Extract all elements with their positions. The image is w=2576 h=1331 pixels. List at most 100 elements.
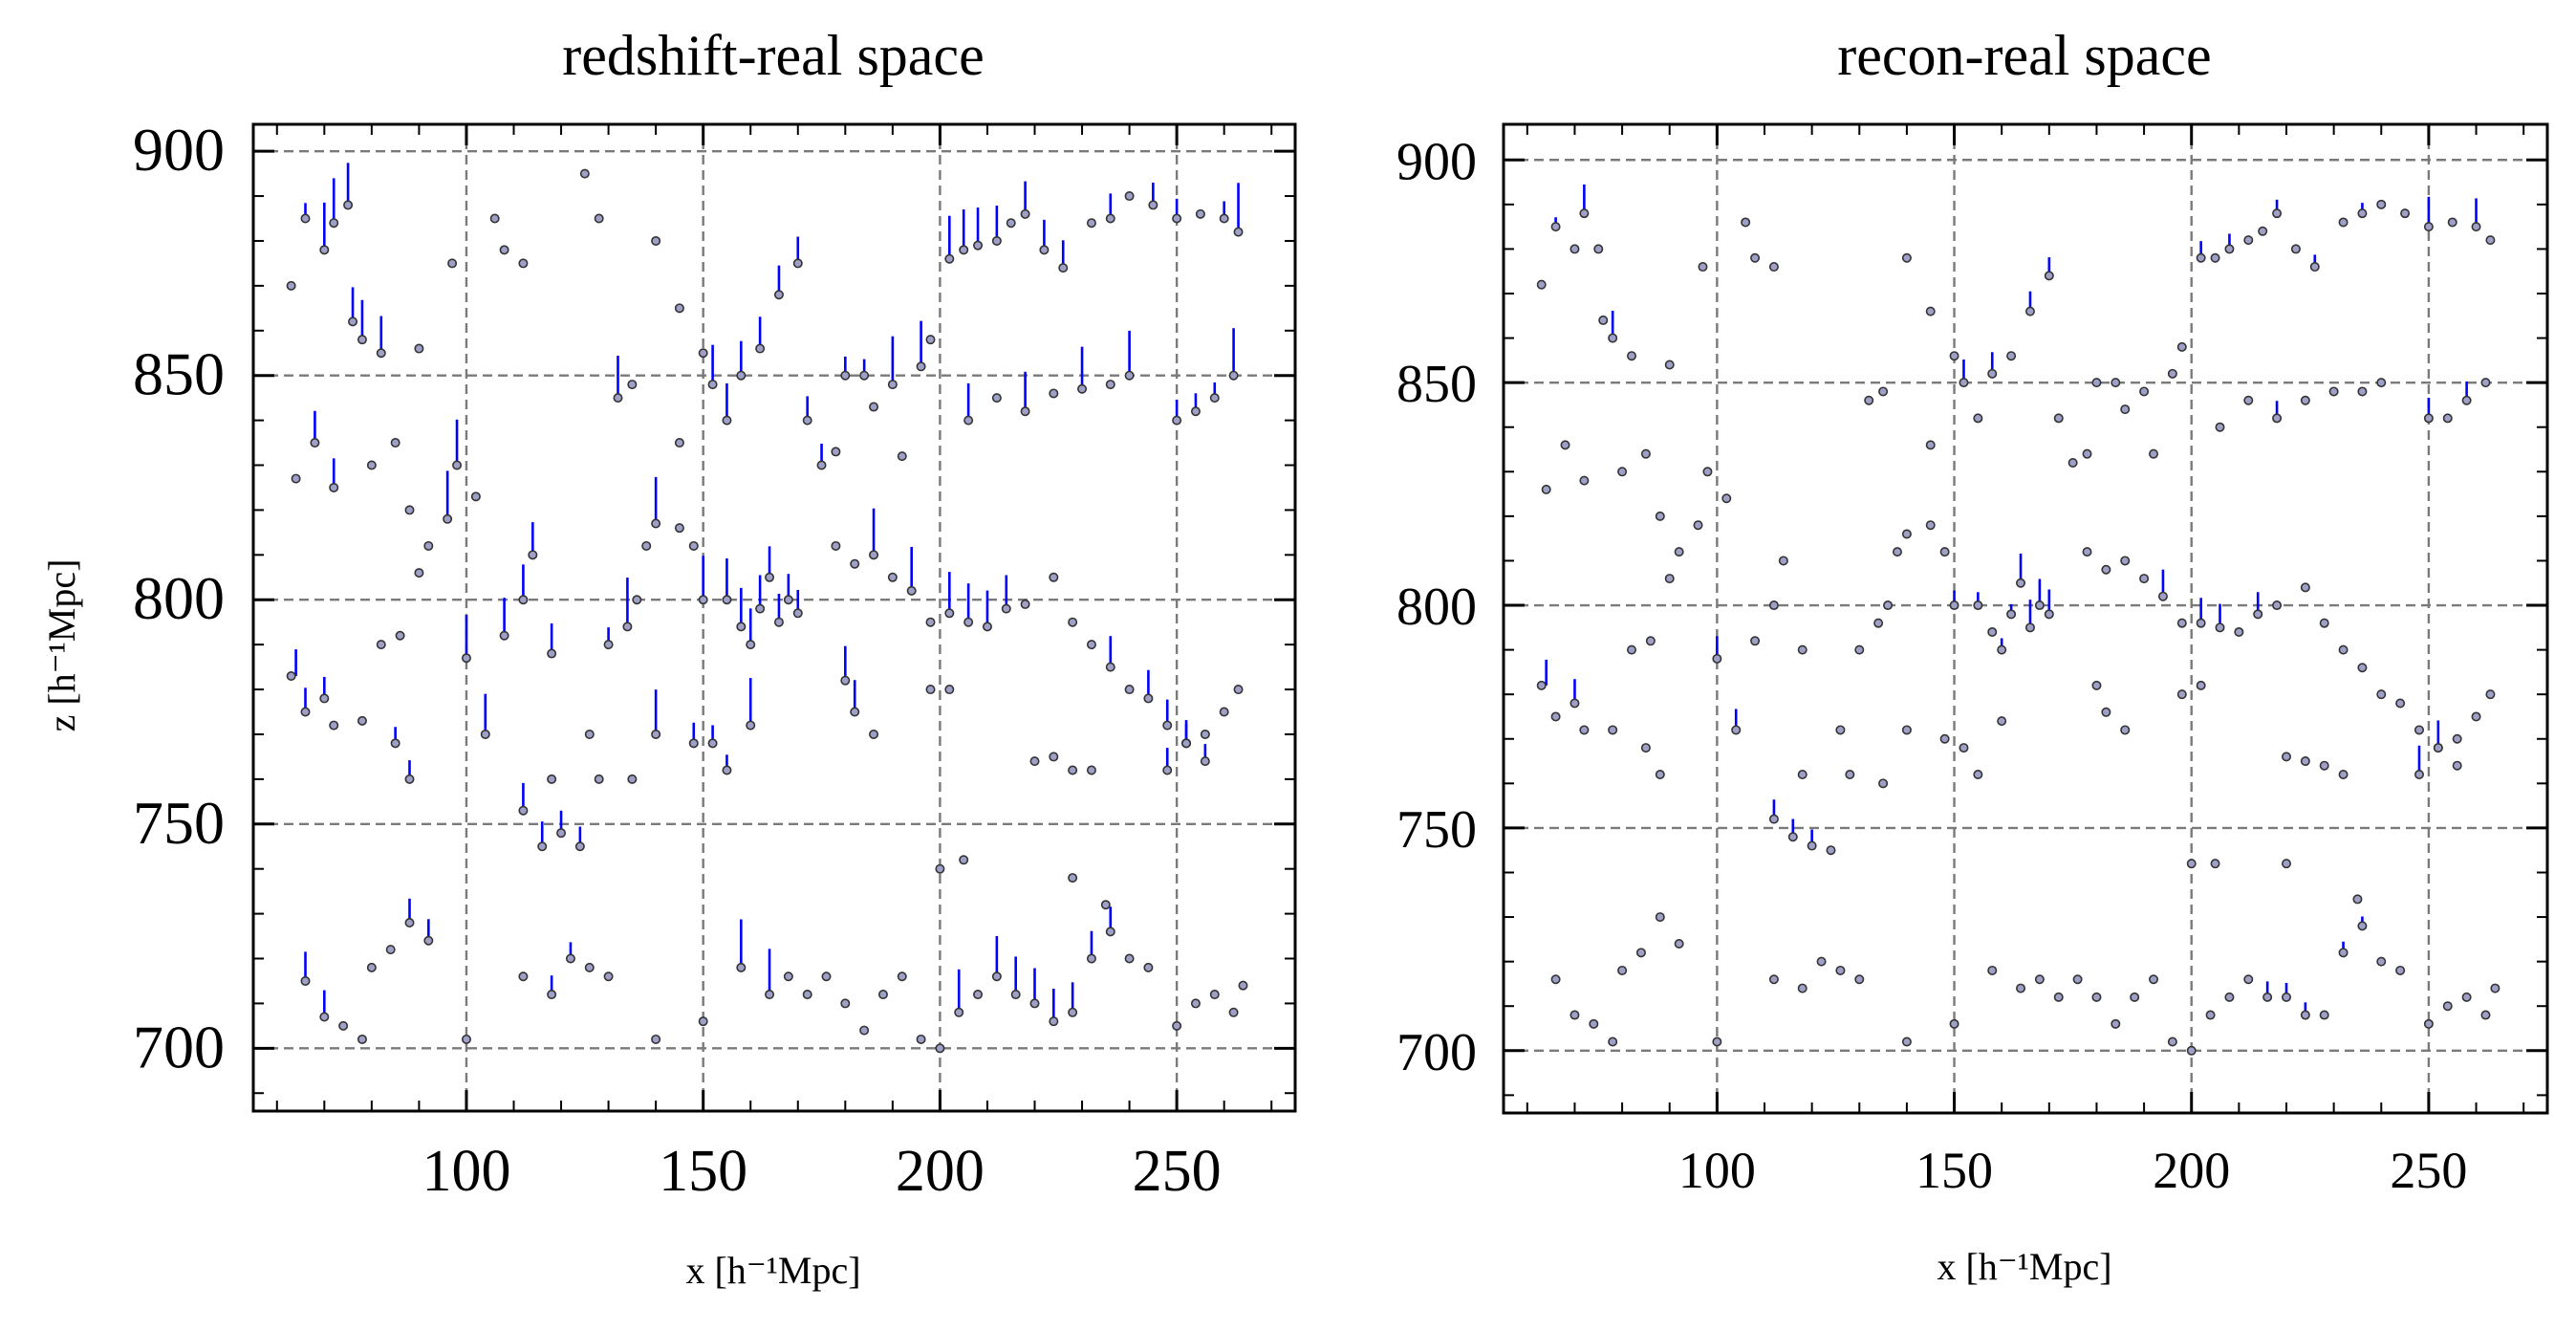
galaxy-point	[1049, 752, 1059, 762]
galaxy-point	[329, 720, 339, 731]
galaxy-point	[2082, 448, 2092, 459]
galaxy-point	[973, 240, 984, 251]
galaxy-point	[2044, 271, 2054, 281]
galaxy-point	[1029, 756, 1040, 767]
galaxy-point	[925, 685, 936, 695]
galaxy-point	[518, 805, 529, 816]
galaxy-point	[1049, 388, 1059, 399]
galaxy-point	[376, 348, 386, 359]
galaxy-point	[1049, 572, 1059, 582]
galaxy-point	[1593, 244, 1604, 254]
galaxy-point	[1608, 333, 1618, 343]
galaxy-point	[300, 975, 311, 986]
galaxy-point	[1219, 213, 1229, 224]
y-tick-label: 750	[1396, 800, 1477, 860]
galaxy-point	[1640, 448, 1651, 459]
galaxy-point	[300, 707, 311, 717]
galaxy-point	[1550, 974, 1561, 985]
galaxy-point	[840, 675, 851, 686]
galaxy-point	[897, 971, 907, 982]
galaxy-point	[2205, 1010, 2216, 1020]
galaxy-point	[357, 715, 367, 726]
galaxy-point	[1797, 983, 1808, 993]
galaxy-point	[1172, 213, 1182, 224]
galaxy-point	[916, 361, 926, 372]
galaxy-point	[2423, 413, 2434, 424]
galaxy-point	[2282, 859, 2292, 869]
galaxy-point	[2234, 626, 2244, 637]
galaxy-point	[1655, 511, 1665, 521]
galaxy-point	[755, 343, 766, 354]
galaxy-point	[452, 460, 463, 470]
galaxy-point	[2400, 208, 2411, 219]
galaxy-point	[2091, 680, 2102, 690]
galaxy-point	[1854, 644, 1865, 655]
galaxy-point	[1712, 653, 1722, 664]
galaxy-point	[1068, 617, 1078, 627]
galaxy-point	[1901, 529, 1912, 539]
galaxy-point	[489, 213, 500, 224]
galaxy-point	[2447, 217, 2457, 228]
galaxy-point	[1674, 547, 1684, 557]
galaxy-point	[390, 738, 400, 749]
galaxy-point	[2352, 894, 2363, 905]
galaxy-point	[2272, 600, 2283, 611]
galaxy-point	[2442, 413, 2453, 424]
galaxy-point	[1987, 965, 1998, 975]
galaxy-point	[1835, 965, 1846, 975]
galaxy-point	[579, 168, 590, 179]
galaxy-point	[2461, 395, 2472, 405]
galaxy-point	[1579, 725, 1590, 735]
galaxy-point	[1569, 698, 1580, 709]
galaxy-point	[859, 1025, 870, 1036]
galaxy-point	[869, 729, 879, 739]
galaxy-point	[1959, 378, 1969, 388]
galaxy-point	[1077, 383, 1088, 394]
galaxy-point	[1172, 1020, 1182, 1031]
galaxy-point	[1750, 252, 1761, 263]
galaxy-point	[310, 438, 320, 448]
galaxy-point	[1162, 765, 1173, 775]
y-tick-label: 850	[1396, 355, 1477, 414]
galaxy-point	[1854, 974, 1865, 985]
galaxy-point	[423, 935, 434, 946]
galaxy-point	[2338, 770, 2349, 780]
galaxy-point	[651, 729, 661, 739]
galaxy-point	[348, 316, 358, 327]
galaxy-point	[783, 595, 793, 605]
galaxy-point	[1105, 662, 1115, 672]
galaxy-point	[1949, 600, 1959, 611]
galaxy-point	[2215, 622, 2225, 633]
galaxy-point	[518, 971, 529, 982]
galaxy-point	[1148, 200, 1158, 210]
galaxy-point	[746, 720, 756, 731]
galaxy-point	[1845, 770, 1855, 780]
x-axis-label-left: x [h⁻¹Mpc]	[685, 1249, 860, 1292]
galaxy-point	[1209, 393, 1220, 404]
galaxy-point	[869, 402, 879, 412]
galaxy-point	[2091, 992, 2102, 1002]
galaxy-point	[499, 245, 509, 255]
galaxy-point	[1655, 770, 1665, 780]
galaxy-point	[2490, 983, 2500, 993]
galaxy-point	[547, 990, 557, 1000]
galaxy-point	[944, 685, 955, 695]
galaxy-point	[1020, 406, 1030, 417]
galaxy-point	[1190, 406, 1201, 417]
galaxy-point	[944, 253, 955, 264]
galaxy-point	[2300, 756, 2310, 767]
galaxy-point	[2224, 244, 2235, 254]
galaxy-point	[1068, 765, 1078, 775]
galaxy-point	[2376, 956, 2387, 967]
galaxy-point	[2082, 547, 2092, 557]
galaxy-point	[1617, 467, 1628, 477]
galaxy-point	[1209, 990, 1220, 1000]
galaxy-point	[1892, 547, 1902, 557]
galaxy-point	[338, 1020, 349, 1031]
galaxy-point	[366, 460, 377, 470]
galaxy-point	[736, 370, 747, 381]
galaxy-point	[2376, 199, 2387, 209]
galaxy-point	[547, 774, 557, 784]
galaxy-point	[1020, 208, 1030, 219]
galaxy-point	[357, 1034, 367, 1044]
